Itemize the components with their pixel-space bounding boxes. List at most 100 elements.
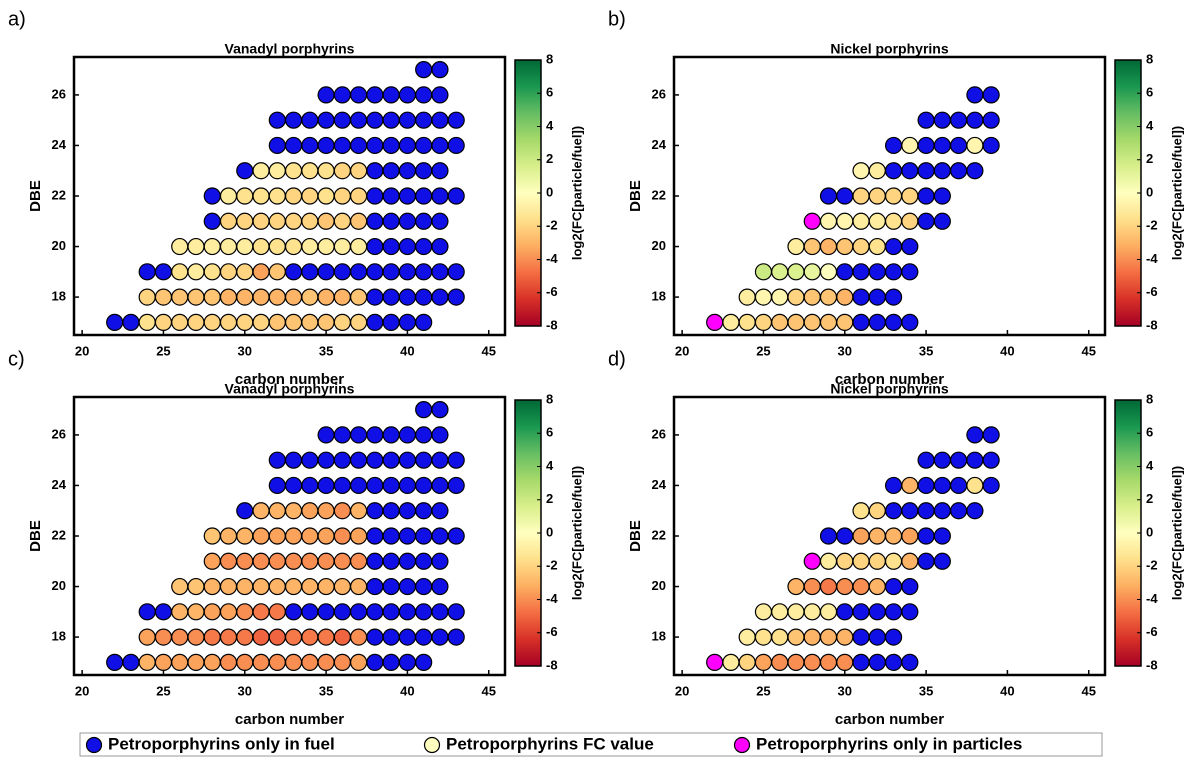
data-point <box>431 577 449 596</box>
data-point <box>398 263 417 281</box>
data-point <box>398 527 417 545</box>
data-point <box>366 653 384 671</box>
colorbar-tick-label: -8 <box>546 317 558 332</box>
data-point <box>252 212 270 230</box>
data-point <box>431 212 449 230</box>
data-point <box>852 552 870 570</box>
data-point <box>415 313 433 331</box>
data-point <box>187 288 205 306</box>
data-point <box>252 162 270 180</box>
data-point <box>219 577 238 596</box>
y-tick-label: 18 <box>652 289 666 304</box>
data-point <box>187 263 205 281</box>
data-point <box>884 577 903 596</box>
x-tick-label: 25 <box>156 343 170 358</box>
data-point <box>901 502 919 520</box>
data-point <box>917 162 935 180</box>
data-point <box>950 502 968 520</box>
data-point <box>754 313 773 331</box>
data-point <box>333 527 351 545</box>
data-point <box>350 451 368 469</box>
data-point <box>333 288 351 306</box>
data-point <box>868 577 886 596</box>
data-point <box>284 527 303 545</box>
data-point <box>171 313 189 331</box>
data-point <box>284 653 303 671</box>
data-point <box>415 288 433 306</box>
data-point <box>350 86 368 104</box>
data-point <box>868 502 886 520</box>
data-point <box>317 237 335 256</box>
data-point <box>301 552 319 570</box>
data-point <box>382 111 400 129</box>
data-point <box>901 577 919 596</box>
data-point <box>317 502 335 520</box>
colorbar-tick-label: 8 <box>546 51 553 66</box>
data-point <box>901 187 919 205</box>
data-point <box>317 212 335 230</box>
data-point <box>917 111 935 129</box>
data-point <box>415 653 433 671</box>
data-point <box>171 628 189 646</box>
data-point <box>301 628 319 646</box>
data-point <box>333 212 351 230</box>
data-point <box>366 628 384 646</box>
data-point <box>268 653 286 671</box>
colorbar <box>1114 399 1142 667</box>
data-point <box>431 237 449 256</box>
data-point <box>431 162 449 180</box>
x-tick-label: 30 <box>838 683 852 698</box>
data-point <box>868 628 886 646</box>
data-point <box>706 313 724 331</box>
y-tick-label: 24 <box>652 477 667 492</box>
axes-box <box>672 55 1107 337</box>
x-tick-label: 45 <box>1082 343 1096 358</box>
data-point <box>252 653 270 671</box>
data-point <box>819 653 838 671</box>
data-point <box>171 653 189 671</box>
colorbar-tick-label: 2 <box>1146 151 1153 166</box>
data-point <box>236 628 254 646</box>
y-axis-label: DBE <box>27 180 44 212</box>
data-point <box>284 136 303 155</box>
data-point <box>901 476 919 495</box>
data-point <box>203 237 221 256</box>
colorbar-tick-label: -8 <box>1146 657 1158 672</box>
data-point <box>415 111 433 129</box>
data-point <box>901 237 919 256</box>
data-point <box>333 603 351 621</box>
data-point <box>431 288 449 306</box>
colorbar-tick-label: 8 <box>546 391 553 406</box>
legend-marker <box>85 736 103 754</box>
data-point <box>738 628 756 646</box>
data-point <box>852 502 870 520</box>
data-point <box>917 527 935 545</box>
data-point <box>901 527 919 545</box>
panel-label: c) <box>8 348 25 370</box>
data-point <box>252 628 270 646</box>
data-point <box>431 61 449 79</box>
data-point <box>933 502 951 520</box>
data-point <box>431 136 449 155</box>
legend-label: Petroporphyrins only in particles <box>756 734 1022 753</box>
x-tick-label: 25 <box>156 683 170 698</box>
data-point <box>382 603 400 621</box>
data-point <box>415 476 433 495</box>
data-point <box>366 187 384 205</box>
y-tick-label: 20 <box>52 578 66 593</box>
data-point <box>350 187 368 205</box>
data-point <box>884 527 903 545</box>
data-point <box>836 527 854 545</box>
data-point <box>901 263 919 281</box>
data-point <box>803 628 821 646</box>
x-axis-label: carbon number <box>235 371 344 388</box>
data-point <box>836 288 854 306</box>
data-point <box>431 628 449 646</box>
data-point <box>852 187 870 205</box>
data-point <box>868 263 886 281</box>
data-point <box>415 187 433 205</box>
data-point <box>398 653 417 671</box>
y-axis-label: DBE <box>627 520 644 552</box>
